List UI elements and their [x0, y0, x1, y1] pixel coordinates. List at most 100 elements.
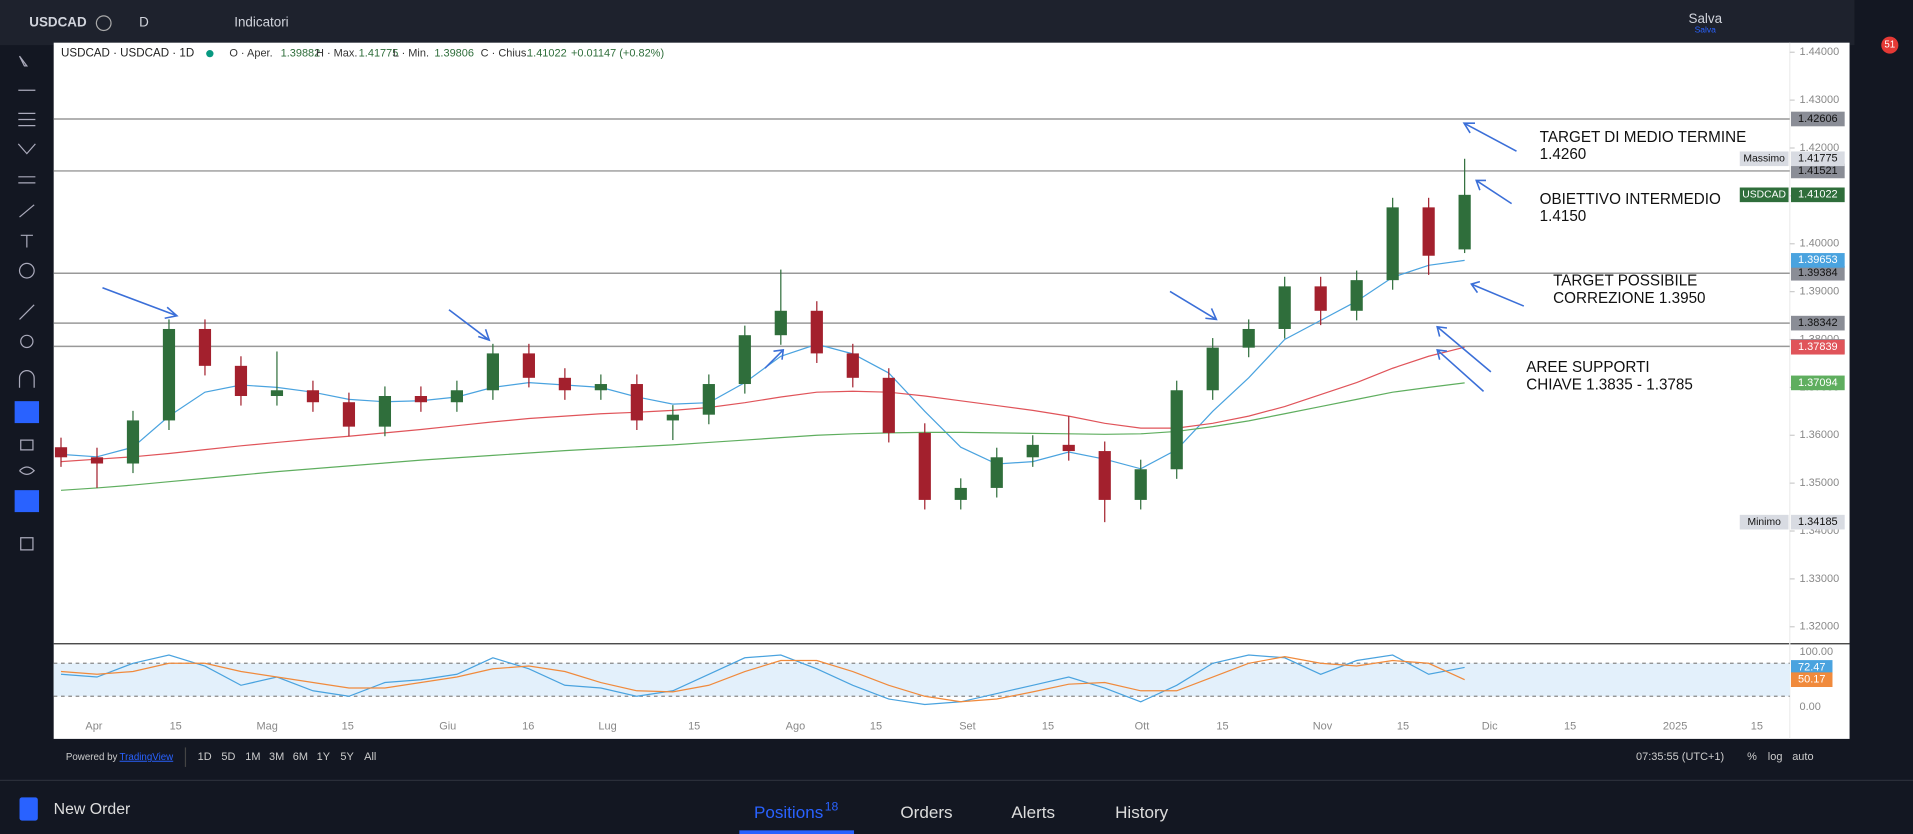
moving-average [60, 382, 1465, 491]
price-tag [1790, 151, 1845, 167]
level-tag [1790, 111, 1845, 127]
candle-body [810, 310, 823, 354]
stoch-tick-label: 0.00 [1800, 701, 1821, 713]
candle-body [630, 384, 643, 421]
y-tick-label: 1.33000 [1800, 573, 1840, 585]
percent[interactable]: % [1747, 751, 1757, 763]
o-value: 1.39882 [281, 48, 321, 60]
auto[interactable]: auto [1792, 751, 1813, 763]
x-tick-label: Set [959, 721, 975, 733]
x-tick-label: 15 [1751, 721, 1763, 733]
tab[interactable]: Alerts [1011, 803, 1055, 822]
x-tick-label: 15 [342, 721, 354, 733]
range-button[interactable]: 3M [269, 751, 284, 763]
candle-body [918, 432, 931, 500]
top-toolbar [0, 0, 1855, 46]
tab-count: 18 [825, 799, 839, 813]
x-tick-label: 15 [1216, 721, 1228, 733]
active-tool[interactable] [14, 490, 40, 513]
level-tag [1790, 163, 1845, 179]
range-button[interactable]: 1Y [317, 751, 331, 763]
candle-body [378, 396, 392, 427]
log[interactable]: log [1768, 751, 1783, 763]
candle-body [234, 365, 248, 397]
tool-icons[interactable] [17, 55, 36, 551]
price-tag [1790, 187, 1845, 203]
interval[interactable]: D [139, 15, 149, 30]
level-value: 1.42606 [1798, 113, 1838, 125]
range-buttons: 1D 5D 1M 3M 6M 1Y 5Y All [198, 751, 377, 763]
x-tick-label: Lug [598, 721, 616, 733]
range-button[interactable]: 5Y [340, 751, 354, 763]
x-tick-label: 2025 [1663, 721, 1687, 733]
price-tag-value: 1.34185 [1798, 516, 1838, 528]
candle-body [198, 328, 212, 366]
candle-body [1206, 347, 1219, 391]
h-label: H · Max. [316, 48, 357, 60]
x-tick-label: Ott [1135, 721, 1150, 733]
candle-body [270, 390, 284, 397]
range-button[interactable]: 6M [293, 751, 308, 763]
tab[interactable]: Orders [900, 803, 952, 822]
candle-body [846, 353, 859, 378]
stoch-line [60, 654, 1465, 706]
range-button[interactable]: 5D [221, 751, 235, 763]
h-value: 1.41775 [359, 48, 399, 60]
price-tag-value: 1.37094 [1798, 377, 1838, 389]
annotation: TARGET POSSIBILE [1553, 273, 1697, 290]
x-tick-label: Dic [1482, 721, 1498, 733]
notification-count[interactable]: 51 [1884, 40, 1895, 51]
level-value: 1.41521 [1798, 165, 1838, 177]
candle-body [594, 384, 607, 391]
y-tick-label: 1.35000 [1800, 477, 1840, 489]
range-button[interactable]: All [364, 751, 376, 763]
candle-body [126, 420, 140, 464]
add-symbol[interactable] [95, 15, 112, 32]
moving-average [60, 346, 1465, 463]
x-tick-label: Mag [257, 721, 278, 733]
ohlc: O · Aper. 1.39882 H · Max. 1.41775 L · M… [229, 48, 664, 60]
tab[interactable]: History [1115, 803, 1169, 822]
powered-by: Powered by [66, 752, 118, 763]
l-value: 1.39806 [434, 48, 474, 60]
active-tool[interactable] [14, 401, 40, 424]
price-tag-value: 1.39653 [1798, 254, 1838, 266]
annotation: CORREZIONE 1.3950 [1553, 290, 1705, 307]
candle-body [414, 396, 428, 403]
price-tag-label-bg [1739, 151, 1789, 167]
x-tick-label: Ago [786, 721, 806, 733]
stoch-tag [1790, 672, 1833, 688]
legend-symbol: USDCAD · USDCAD · 1D [61, 48, 194, 60]
stoch-band [53, 663, 1790, 697]
y-tick-label: 1.43000 [1800, 94, 1840, 106]
brand[interactable]: TradingView [120, 752, 175, 763]
y-tick-label: 1.34000 [1800, 525, 1840, 537]
stoch-tag-value: 72.47 [1798, 661, 1825, 673]
y-tick-label: 1.36000 [1800, 429, 1840, 441]
candle-body [666, 414, 679, 421]
x-tick-label: 15 [170, 721, 182, 733]
annotation: AREE SUPPORTI [1526, 359, 1649, 376]
price-tag-label-bg [1739, 514, 1789, 530]
market-dot [206, 49, 214, 58]
price-tag [1790, 253, 1845, 268]
new-order[interactable]: New Order [54, 801, 131, 818]
x-tick-label: Nov [1313, 721, 1333, 733]
price-tag-value: 1.37839 [1798, 341, 1838, 353]
x-tick-label: 15 [1397, 721, 1409, 733]
tab[interactable]: Positions [754, 803, 823, 822]
range-button[interactable]: 1D [198, 751, 212, 763]
candle-body [1242, 328, 1255, 348]
candle-body [1062, 444, 1075, 452]
candle-body [342, 402, 356, 427]
annotation: CHIAVE 1.3835 - 1.3785 [1526, 376, 1693, 393]
range-button[interactable]: 1M [245, 751, 260, 763]
indicators[interactable]: Indicatori [234, 15, 288, 30]
candle-body [1422, 207, 1435, 256]
save[interactable]: Salva [1689, 11, 1723, 26]
price-tag [1790, 339, 1845, 355]
price-tag [1790, 514, 1845, 530]
symbol[interactable]: USDCAD [29, 15, 87, 30]
candle-body [882, 377, 895, 433]
